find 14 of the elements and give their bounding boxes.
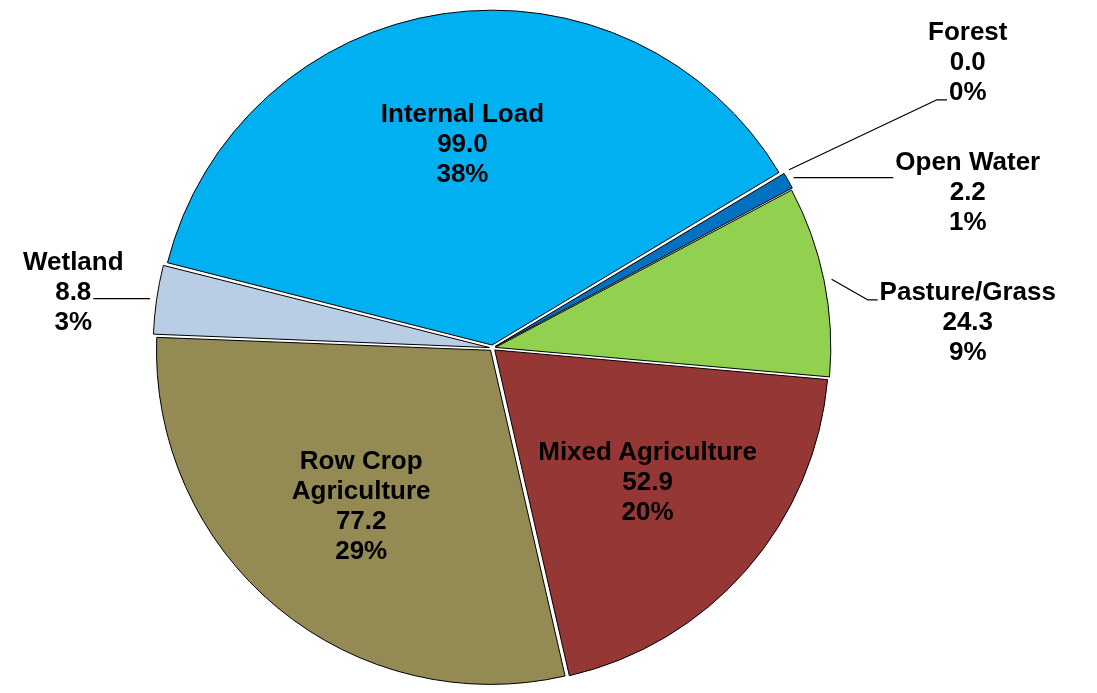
data-label: 52.9 20%: [621, 466, 674, 527]
data-label: 24.3 9%: [942, 305, 994, 366]
data-label: 77.2 29%: [335, 504, 388, 565]
slice-label: Open Water: [895, 145, 1041, 176]
slice-label: Row Crop Agriculture: [291, 444, 431, 505]
slice-label: Pasture/Grass: [879, 275, 1056, 306]
data-label: 2.2 1%: [948, 175, 987, 236]
slice-label: Mixed Agriculture: [538, 436, 757, 467]
slice-label: Internal Load: [380, 97, 545, 128]
data-label: 99.0 38%: [436, 127, 489, 188]
category-label: Forest: [928, 15, 1008, 46]
data-label: 8.8 3%: [54, 276, 93, 337]
slice-label: Wetland: [22, 246, 124, 277]
text: 0.0 0%: [948, 45, 987, 106]
